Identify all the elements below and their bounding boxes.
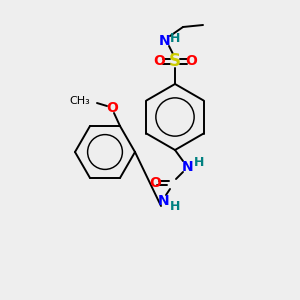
Text: O: O bbox=[185, 54, 197, 68]
Text: H: H bbox=[194, 157, 204, 169]
Text: O: O bbox=[149, 176, 161, 190]
Text: O: O bbox=[106, 101, 118, 115]
Text: H: H bbox=[170, 32, 180, 44]
Text: O: O bbox=[153, 54, 165, 68]
Text: H: H bbox=[170, 200, 180, 212]
Text: CH₃: CH₃ bbox=[69, 96, 90, 106]
Text: N: N bbox=[159, 34, 171, 48]
Text: S: S bbox=[169, 52, 181, 70]
Text: N: N bbox=[158, 194, 170, 208]
Text: N: N bbox=[182, 160, 194, 174]
